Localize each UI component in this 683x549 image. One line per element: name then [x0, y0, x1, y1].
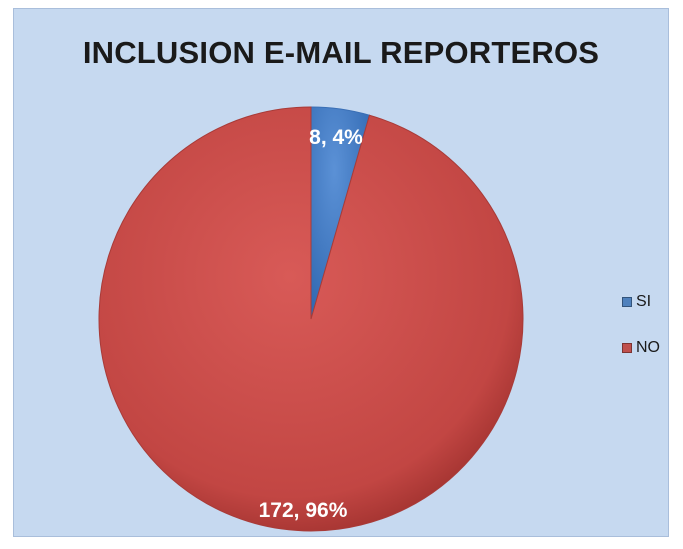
data-label-si: 8, 4% [309, 126, 363, 149]
legend: SI NO [622, 291, 660, 383]
pie-chart: 8, 4% 172, 96% [98, 106, 524, 532]
legend-swatch-si [622, 297, 632, 307]
legend-item-si: SI [622, 291, 660, 313]
legend-label-si: SI [636, 293, 652, 310]
legend-swatch-no [622, 343, 632, 353]
legend-label-no: NO [636, 339, 660, 356]
chart-area: INCLUSION E-MAIL REPORTEROS 8, 4% 172, 96… [13, 8, 669, 537]
pie-slice-no [98, 106, 524, 532]
legend-item-no: NO [622, 337, 660, 359]
data-label-no: 172, 96% [259, 499, 348, 522]
chart-title: INCLUSION E-MAIL REPORTEROS [82, 35, 600, 70]
